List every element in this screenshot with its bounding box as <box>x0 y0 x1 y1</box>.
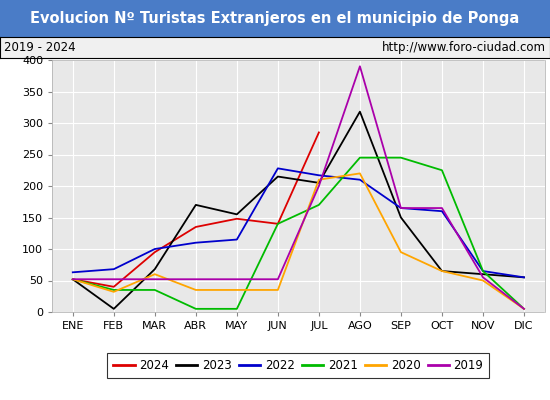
Legend: 2024, 2023, 2022, 2021, 2020, 2019: 2024, 2023, 2022, 2021, 2020, 2019 <box>107 353 490 378</box>
Text: http://www.foro-ciudad.com: http://www.foro-ciudad.com <box>382 41 546 54</box>
Text: Evolucion Nº Turistas Extranjeros en el municipio de Ponga: Evolucion Nº Turistas Extranjeros en el … <box>30 12 520 26</box>
Text: 2019 - 2024: 2019 - 2024 <box>4 41 76 54</box>
